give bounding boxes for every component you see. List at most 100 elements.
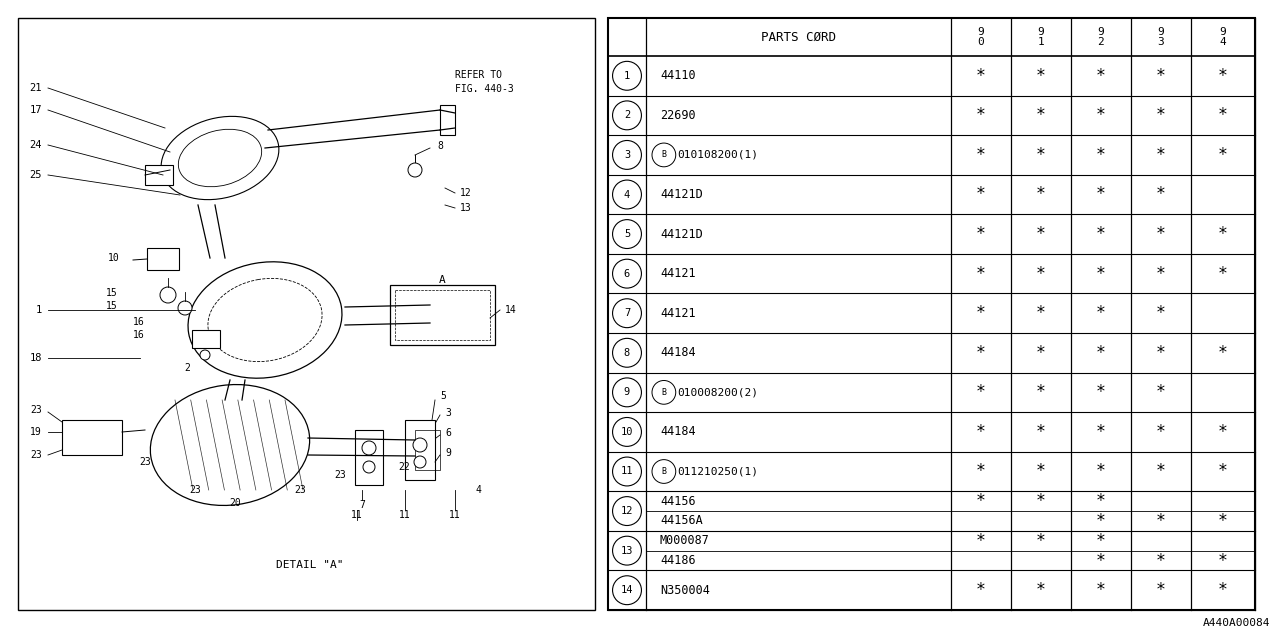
Text: 15: 15 <box>106 301 118 311</box>
Text: 2: 2 <box>184 363 189 373</box>
Text: *: * <box>1036 106 1046 124</box>
Text: 23: 23 <box>31 450 42 460</box>
Text: 15: 15 <box>106 288 118 298</box>
Bar <box>147 248 179 270</box>
Text: *: * <box>977 67 986 84</box>
Text: 4: 4 <box>623 189 630 200</box>
Text: *: * <box>1156 225 1166 243</box>
Text: 9
2: 9 2 <box>1098 28 1105 47</box>
Text: 3: 3 <box>445 408 451 418</box>
Text: *: * <box>1219 552 1228 570</box>
Text: 44121: 44121 <box>660 307 695 320</box>
Circle shape <box>362 441 376 455</box>
Text: *: * <box>1156 552 1166 570</box>
Text: *: * <box>1036 186 1046 204</box>
Bar <box>145 165 173 185</box>
Text: PARTS CØRD: PARTS CØRD <box>762 31 836 44</box>
Text: 23: 23 <box>294 485 306 495</box>
Text: *: * <box>977 186 986 204</box>
Text: REFER TO
FIG. 440-3: REFER TO FIG. 440-3 <box>454 70 513 93</box>
Text: 5: 5 <box>440 391 445 401</box>
Text: 9
1: 9 1 <box>1038 28 1044 47</box>
Text: 44110: 44110 <box>660 69 695 83</box>
Text: *: * <box>1156 512 1166 530</box>
Text: 8: 8 <box>623 348 630 358</box>
Text: *: * <box>977 463 986 481</box>
Text: *: * <box>1096 512 1106 530</box>
Text: *: * <box>1156 383 1166 401</box>
Text: 3: 3 <box>623 150 630 160</box>
Text: *: * <box>1156 463 1166 481</box>
Text: 1: 1 <box>623 71 630 81</box>
Text: *: * <box>1219 67 1228 84</box>
Text: *: * <box>1036 463 1046 481</box>
Text: *: * <box>1156 67 1166 84</box>
Text: 7: 7 <box>623 308 630 318</box>
Text: 11: 11 <box>621 467 634 477</box>
Text: *: * <box>1096 304 1106 322</box>
Text: B: B <box>662 150 667 159</box>
Text: 011210250(1): 011210250(1) <box>677 467 759 477</box>
Text: *: * <box>977 304 986 322</box>
Text: *: * <box>977 423 986 441</box>
Text: *: * <box>1096 552 1106 570</box>
Text: 18: 18 <box>29 353 42 363</box>
Text: 13: 13 <box>460 203 472 213</box>
Text: 1: 1 <box>36 305 42 315</box>
Text: 9: 9 <box>445 448 451 458</box>
Bar <box>404 420 435 480</box>
Text: 12: 12 <box>621 506 634 516</box>
Text: 10: 10 <box>109 253 120 263</box>
Text: 10: 10 <box>621 427 634 437</box>
Text: 6: 6 <box>445 428 451 438</box>
Circle shape <box>178 301 192 315</box>
Text: 5: 5 <box>623 229 630 239</box>
Text: *: * <box>1219 581 1228 599</box>
Text: 010008200(2): 010008200(2) <box>677 387 759 397</box>
Circle shape <box>408 163 422 177</box>
Text: M000087: M000087 <box>660 534 710 547</box>
Text: 24: 24 <box>29 140 42 150</box>
Text: *: * <box>1036 225 1046 243</box>
Text: 44156: 44156 <box>660 495 695 508</box>
Text: *: * <box>1036 146 1046 164</box>
Text: 4: 4 <box>475 485 481 495</box>
Text: 9: 9 <box>623 387 630 397</box>
Text: 23: 23 <box>189 485 201 495</box>
Text: *: * <box>977 344 986 362</box>
Text: *: * <box>1096 383 1106 401</box>
Text: *: * <box>1036 67 1046 84</box>
Text: *: * <box>1036 344 1046 362</box>
Text: *: * <box>977 106 986 124</box>
Text: 22: 22 <box>398 462 410 472</box>
Text: *: * <box>1036 532 1046 550</box>
Text: *: * <box>1036 423 1046 441</box>
Text: *: * <box>1036 304 1046 322</box>
Text: DETAIL "A": DETAIL "A" <box>276 560 344 570</box>
Text: *: * <box>1096 186 1106 204</box>
Text: *: * <box>1219 265 1228 283</box>
Text: 11: 11 <box>351 510 362 520</box>
Text: 23: 23 <box>334 470 346 480</box>
Text: *: * <box>1156 581 1166 599</box>
Text: N350004: N350004 <box>660 584 710 596</box>
Circle shape <box>413 456 426 468</box>
Bar <box>355 430 383 485</box>
Text: 22690: 22690 <box>660 109 695 122</box>
Text: *: * <box>1096 67 1106 84</box>
Text: *: * <box>1096 344 1106 362</box>
Text: *: * <box>1036 492 1046 510</box>
Text: *: * <box>1219 512 1228 530</box>
Text: *: * <box>1096 265 1106 283</box>
Text: 11: 11 <box>399 510 411 520</box>
Text: *: * <box>1036 265 1046 283</box>
Text: 44184: 44184 <box>660 346 695 359</box>
Text: 11: 11 <box>449 510 461 520</box>
Bar <box>390 285 495 345</box>
Text: 44121: 44121 <box>660 267 695 280</box>
Text: *: * <box>977 265 986 283</box>
Text: A440A00084: A440A00084 <box>1202 618 1270 628</box>
Text: *: * <box>1096 225 1106 243</box>
Text: *: * <box>1096 146 1106 164</box>
Bar <box>608 18 1254 610</box>
